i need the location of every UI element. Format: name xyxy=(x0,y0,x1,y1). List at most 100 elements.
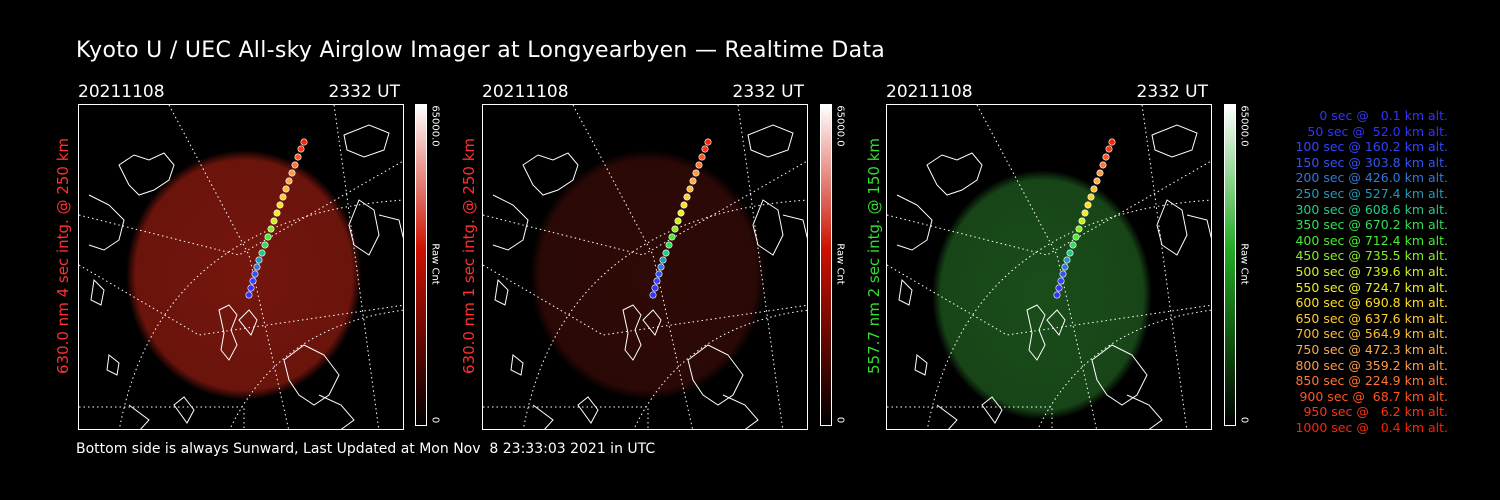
trajectory-point xyxy=(1072,233,1080,241)
panel-2-ylabel-text: 630.0 nm 1 sec intg. @ 250 km xyxy=(460,137,478,375)
trajectory-point xyxy=(251,270,259,278)
legend-entry: 0 sec @ 0.1 km alt. xyxy=(1319,108,1448,123)
trajectory-point xyxy=(1096,169,1104,177)
legend-entry: 700 sec @ 564.9 km alt. xyxy=(1295,326,1448,342)
panel-1-colorbar xyxy=(415,104,427,426)
panel-2-allsky-image xyxy=(482,104,808,430)
trajectory-point xyxy=(665,241,673,249)
panel-2-colorbar xyxy=(820,104,832,426)
trajectory-point xyxy=(297,145,305,153)
trajectory-point xyxy=(258,249,266,257)
panel-2-cbar-min: 0 xyxy=(834,416,846,424)
panel-3: 20211108 2332 UT xyxy=(886,82,1212,430)
coastline xyxy=(492,124,807,429)
trajectory-point xyxy=(249,277,257,285)
panel-1-header: 20211108 2332 UT xyxy=(78,82,404,104)
trajectory-point xyxy=(651,284,659,292)
panel-3-colorbar-labels: 65000.0 Raw Cnt 0 xyxy=(1237,104,1251,426)
trajectory-point xyxy=(294,153,302,161)
panel-3-ylabel-text: 557.7 nm 2 sec intg. @ 150 km xyxy=(865,137,883,375)
panel-3-cbar-unit: Raw Cnt xyxy=(1238,243,1250,285)
panel-3-colorbar xyxy=(1224,104,1236,426)
trajectory-point xyxy=(659,256,667,264)
trajectory-point xyxy=(261,241,269,249)
panel-3-cbar-min: 0 xyxy=(1238,416,1250,424)
trajectory-point xyxy=(255,256,263,264)
trajectory-point xyxy=(1066,249,1074,257)
trajectory-point xyxy=(686,185,694,193)
panel-3-header: 20211108 2332 UT xyxy=(886,82,1212,104)
panel-2-cbar-unit: Raw Cnt xyxy=(834,243,846,285)
trajectory-point xyxy=(1075,225,1083,233)
panel-2-date: 20211108 xyxy=(482,82,569,102)
trajectory-point xyxy=(1084,201,1092,209)
trajectory xyxy=(649,138,712,299)
trajectory-point xyxy=(683,193,691,201)
panel-1-cbar-unit: Raw Cnt xyxy=(429,243,441,285)
trajectory-point xyxy=(704,138,712,146)
trajectory-point xyxy=(1055,284,1063,292)
panel-3-date: 20211108 xyxy=(886,82,973,102)
trajectory-point xyxy=(649,291,657,299)
panel-3-allsky-image xyxy=(886,104,1212,430)
panel-1-colorbar-labels: 65000.0 Raw Cnt 0 xyxy=(428,104,442,426)
trajectory-point xyxy=(662,249,670,257)
trajectory-point xyxy=(1069,241,1077,249)
panel-2-header: 20211108 2332 UT xyxy=(482,82,808,104)
trajectory-point xyxy=(674,217,682,225)
panel-2-cbar-max: 65000.0 xyxy=(834,105,846,147)
trajectory xyxy=(1053,138,1116,299)
legend-entry: 350 sec @ 670.2 km alt. xyxy=(1295,217,1448,233)
trajectory-point xyxy=(291,161,299,169)
trajectory-point xyxy=(668,233,676,241)
trajectory-legend: 0 sec @ 0.1 km alt. 50 sec @ 52.0 km alt.… xyxy=(1262,108,1448,435)
airglow-emission xyxy=(126,150,362,400)
legend-entry: 200 sec @ 426.0 km alt. xyxy=(1295,170,1448,186)
trajectory-point xyxy=(701,145,709,153)
trajectory-point xyxy=(247,284,255,292)
trajectory-point xyxy=(1057,277,1065,285)
legend-entry: 850 sec @ 224.9 km alt. xyxy=(1295,373,1448,389)
coastline xyxy=(88,124,403,429)
trajectory-point xyxy=(1059,270,1067,278)
legend-entry: 800 sec @ 359.2 km alt. xyxy=(1295,357,1448,373)
panel-1-ylabel-text: 630.0 nm 4 sec intg. @ 250 km xyxy=(54,137,72,375)
panel-3-time: 2332 UT xyxy=(1136,82,1209,102)
trajectory-point xyxy=(276,201,284,209)
trajectory-point xyxy=(1078,217,1086,225)
legend-entry: 50 sec @ 52.0 km alt. xyxy=(1307,123,1448,139)
coastline xyxy=(896,124,1211,429)
legend-entry: 150 sec @ 303.8 km alt. xyxy=(1295,154,1448,170)
trajectory-point xyxy=(655,270,663,278)
geo-grid xyxy=(79,105,403,429)
trajectory xyxy=(245,138,308,299)
legend-entry: 900 sec @ 68.7 km alt. xyxy=(1299,388,1448,404)
trajectory-point xyxy=(692,169,700,177)
legend-entry: 950 sec @ 6.2 km alt. xyxy=(1303,404,1448,420)
legend-entry: 500 sec @ 739.6 km alt. xyxy=(1295,263,1448,279)
trajectory-point xyxy=(273,209,281,217)
airglow-emission xyxy=(530,150,766,400)
trajectory-point xyxy=(698,153,706,161)
trajectory-point xyxy=(1063,256,1071,264)
trajectory-point xyxy=(1087,193,1095,201)
legend-entry: 300 sec @ 608.6 km alt. xyxy=(1295,201,1448,217)
trajectory-point xyxy=(1105,145,1113,153)
trajectory-point xyxy=(1102,153,1110,161)
panel-1-date: 20211108 xyxy=(78,82,165,102)
trajectory-point xyxy=(671,225,679,233)
footer-status: Bottom side is always Sunward, Last Upda… xyxy=(76,441,656,457)
geo-grid xyxy=(483,105,807,429)
trajectory-point xyxy=(267,225,275,233)
trajectory-point xyxy=(677,209,685,217)
trajectory-point xyxy=(653,277,661,285)
legend-entry: 400 sec @ 712.4 km alt. xyxy=(1295,232,1448,248)
trajectory-point xyxy=(695,161,703,169)
geo-grid xyxy=(887,105,1211,429)
legend-entry: 250 sec @ 527.4 km alt. xyxy=(1295,185,1448,201)
legend-entry: 600 sec @ 690.8 km alt. xyxy=(1295,295,1448,311)
trajectory-point xyxy=(264,233,272,241)
panel-2-time: 2332 UT xyxy=(732,82,805,102)
trajectory-point xyxy=(288,169,296,177)
trajectory-point xyxy=(689,177,697,185)
